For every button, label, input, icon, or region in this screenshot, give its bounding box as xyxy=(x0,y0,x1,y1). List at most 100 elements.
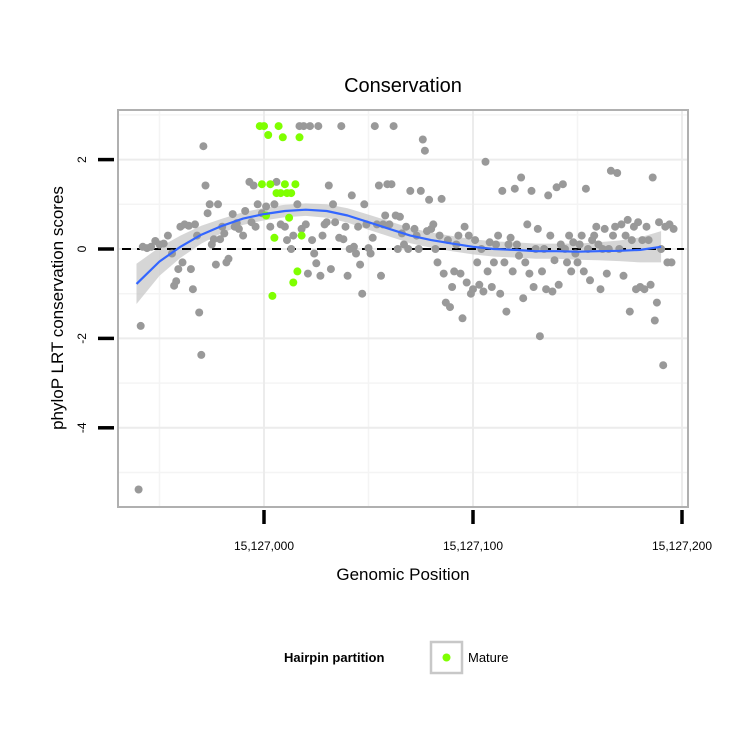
point-other xyxy=(510,184,519,193)
point-other xyxy=(527,186,536,195)
point-mature xyxy=(257,180,266,189)
point-other xyxy=(234,224,243,233)
point-other xyxy=(592,222,601,231)
point-other xyxy=(544,191,553,200)
point-other xyxy=(136,321,145,330)
point-other xyxy=(502,307,511,316)
point-other xyxy=(667,258,676,267)
point-other xyxy=(590,231,599,240)
point-other xyxy=(508,267,517,276)
point-other xyxy=(640,285,649,294)
point-other xyxy=(655,218,663,227)
x-tick-label: 15,127,000 xyxy=(234,539,294,553)
point-other xyxy=(669,224,678,233)
point-other xyxy=(339,235,348,244)
legend-key-mature-point xyxy=(442,653,451,662)
point-other xyxy=(487,283,496,291)
point-other xyxy=(312,259,321,268)
point-other xyxy=(188,285,197,294)
point-other xyxy=(314,122,323,131)
point-other xyxy=(410,224,419,233)
point-other xyxy=(573,258,582,267)
point-other xyxy=(385,220,394,229)
point-other xyxy=(646,280,655,289)
point-other xyxy=(554,280,563,289)
legend-title: Hairpin partition xyxy=(284,650,384,665)
point-other xyxy=(299,122,308,131)
point-mature xyxy=(280,180,289,189)
point-other xyxy=(498,186,507,195)
point-other xyxy=(619,271,628,280)
y-tick-label: -2 xyxy=(75,333,89,344)
point-other xyxy=(565,231,574,240)
point-other xyxy=(454,231,463,240)
point-other xyxy=(546,231,555,240)
point-other xyxy=(184,221,193,230)
point-other xyxy=(613,169,622,177)
point-other xyxy=(506,233,515,242)
point-other xyxy=(567,267,576,276)
point-other xyxy=(525,269,534,278)
point-other xyxy=(270,200,279,209)
point-other xyxy=(548,287,557,296)
point-other xyxy=(310,249,319,258)
plot-panel-border xyxy=(117,109,689,508)
point-other xyxy=(529,283,538,291)
point-other xyxy=(191,220,199,229)
point-other xyxy=(374,181,383,190)
point-other xyxy=(439,269,448,278)
point-other xyxy=(450,267,459,276)
point-other xyxy=(303,269,312,278)
point-other xyxy=(406,186,415,195)
point-other xyxy=(504,240,513,249)
point-other xyxy=(251,222,260,231)
point-other xyxy=(558,180,567,189)
point-other xyxy=(600,224,609,233)
legend: Hairpin partition Mature xyxy=(284,640,508,675)
point-other xyxy=(535,332,544,341)
plot-panel-background xyxy=(118,110,688,507)
point-other xyxy=(352,249,360,258)
point-other xyxy=(471,236,480,245)
point-other xyxy=(159,239,168,248)
point-other xyxy=(163,231,172,240)
point-other xyxy=(517,173,526,182)
point-other xyxy=(611,222,620,231)
legend-label-mature: Mature xyxy=(468,650,508,665)
point-other xyxy=(606,166,615,175)
point-other xyxy=(479,287,488,296)
point-other xyxy=(266,222,275,231)
point-other xyxy=(174,265,183,274)
point-other xyxy=(485,238,494,247)
point-other xyxy=(435,231,444,240)
point-mature xyxy=(278,133,287,142)
point-other xyxy=(389,122,398,131)
point-other xyxy=(172,277,181,286)
point-other xyxy=(214,200,222,209)
point-other xyxy=(347,191,356,200)
point-other xyxy=(569,238,578,247)
point-other xyxy=(634,218,643,227)
point-other xyxy=(577,231,586,240)
point-other xyxy=(322,218,331,227)
x-tick-label: 15,127,100 xyxy=(443,539,503,553)
point-other xyxy=(563,258,571,267)
point-other xyxy=(393,245,402,253)
point-other xyxy=(418,135,427,144)
point-other xyxy=(623,215,632,224)
point-other xyxy=(642,222,651,231)
point-other xyxy=(404,245,413,253)
point-other xyxy=(448,283,457,291)
point-other xyxy=(253,200,262,209)
point-other xyxy=(515,251,523,260)
point-other xyxy=(368,233,377,242)
grid-lines xyxy=(118,110,688,507)
point-other xyxy=(625,307,634,316)
point-mature xyxy=(297,231,306,240)
smooth-line-layer xyxy=(135,208,662,285)
point-other xyxy=(475,280,484,289)
point-other xyxy=(337,122,346,131)
point-other xyxy=(609,231,617,240)
point-other xyxy=(538,267,546,276)
point-other xyxy=(492,240,500,249)
